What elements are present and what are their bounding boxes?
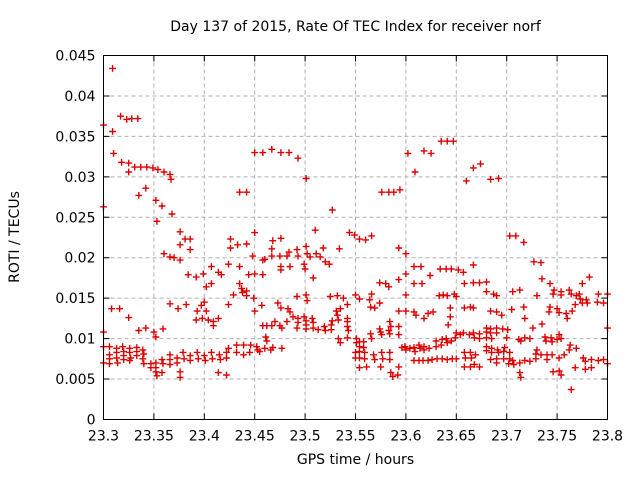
- x-tick-label: 23.65: [436, 429, 476, 445]
- tick-marks: [103, 55, 608, 420]
- chart-title: Day 137 of 2015, Rate Of TEC Index for r…: [170, 19, 541, 35]
- y-tick-label: 0.025: [55, 210, 95, 226]
- x-tick-label: 23.6: [390, 429, 421, 445]
- x-tick-label: 23.8: [592, 429, 623, 445]
- x-tick-label: 23.35: [134, 429, 174, 445]
- y-tick-label: 0.005: [55, 372, 95, 388]
- y-axis-title: ROTI / TECUs: [7, 191, 23, 283]
- x-tick-label: 23.4: [189, 429, 220, 445]
- x-tick-label: 23.5: [290, 429, 321, 445]
- x-tick-label: 23.3: [88, 429, 119, 445]
- x-tick-label: 23.7: [491, 429, 522, 445]
- x-axis-title: GPS time / hours: [296, 452, 415, 468]
- x-tick-label: 23.55: [335, 429, 375, 445]
- y-tick-label: 0.01: [64, 332, 95, 348]
- y-tick-label: 0.035: [55, 129, 95, 145]
- y-tick-label: 0.02: [64, 251, 95, 267]
- y-tick-label: 0.04: [64, 89, 95, 105]
- grid-lines: [103, 55, 608, 420]
- y-tick-label: 0.03: [64, 170, 95, 186]
- x-tick-label: 23.75: [537, 429, 577, 445]
- y-tick-label: 0: [87, 413, 96, 429]
- y-tick-label: 0.015: [55, 291, 95, 307]
- scatter-points: [100, 65, 611, 393]
- x-tick-label: 23.45: [235, 429, 275, 445]
- y-tick-label: 0.045: [55, 49, 95, 65]
